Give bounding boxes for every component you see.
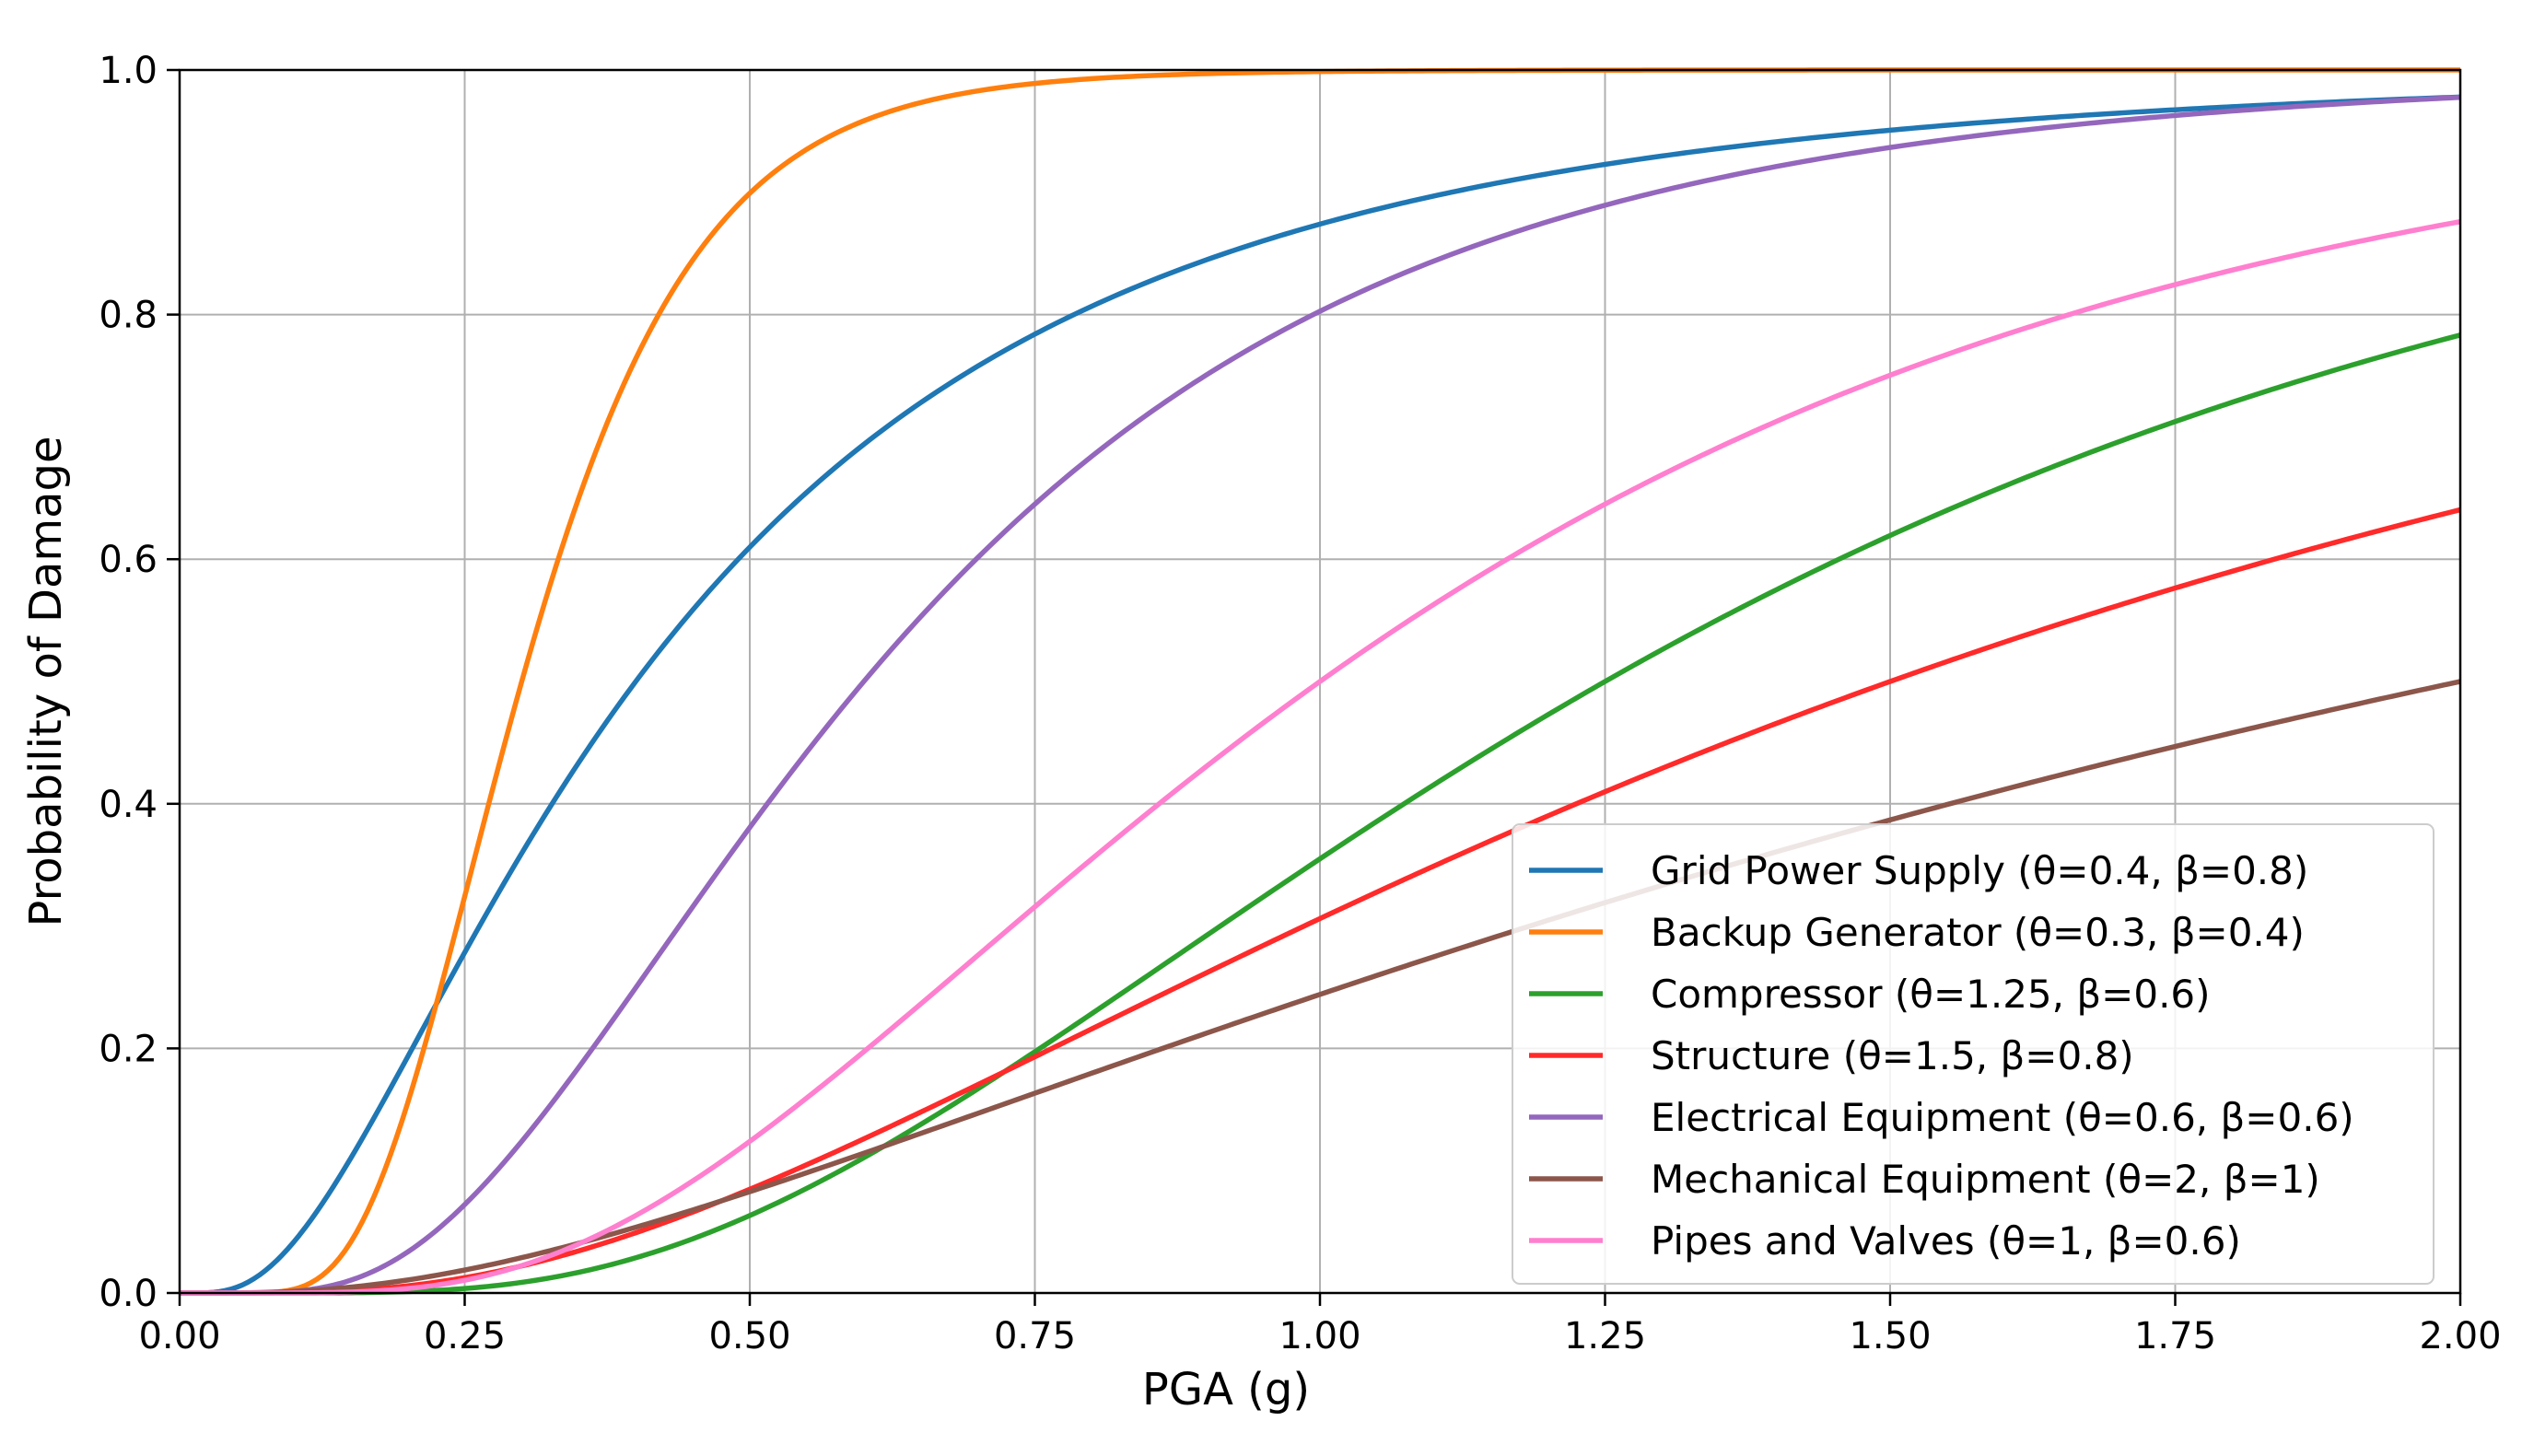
series-line [180, 332, 2461, 1296]
legend-entry-label: Structure (θ=1.5, β=0.8) [1651, 1033, 2134, 1078]
x-tick-label: 0.75 [994, 1315, 1076, 1357]
x-tick-label: 1.00 [1279, 1315, 1360, 1357]
legend-entry-label: Mechanical Equipment (θ=2, β=1) [1651, 1157, 2320, 1202]
axis-ticks: 0.00 0.25 0.50 0.75 1.00 1.25 1.50 1.75 2.00 0.0 0… [99, 50, 2501, 1357]
series-lines [180, 67, 2461, 1296]
y-tick-label: 0.4 [99, 784, 158, 826]
x-tick-label: 2.00 [2419, 1315, 2501, 1357]
x-tick-label: 0.50 [708, 1315, 790, 1357]
x-tick-label: 0.25 [424, 1315, 506, 1357]
y-tick-label: 0.0 [99, 1273, 158, 1315]
series-line [180, 507, 2461, 1296]
legend-entry-label: Electrical Equipment (θ=0.6, β=0.6) [1651, 1095, 2354, 1140]
y-tick-label: 0.8 [99, 295, 158, 337]
legend-box [1512, 823, 2434, 1285]
series-line [180, 679, 2461, 1296]
y-axis-label: Probability of Damage [20, 436, 72, 926]
series-line [180, 94, 2461, 1296]
series-line [180, 218, 2461, 1296]
x-axis-label: PGA (g) [1142, 1364, 1310, 1415]
legend-entry-label: Grid Power Supply (θ=0.4, β=0.8) [1651, 848, 2308, 893]
legend-entry-label: Backup Generator (θ=0.3, β=0.4) [1651, 910, 2305, 955]
y-tick-label: 1.0 [99, 50, 158, 92]
y-tick-label: 0.2 [99, 1028, 158, 1070]
x-tick-label: 1.50 [1849, 1315, 1931, 1357]
y-tick-label: 0.6 [99, 539, 158, 581]
legend-entry-label: Pipes and Valves (θ=1, β=0.6) [1651, 1218, 2241, 1264]
series-line [180, 94, 2461, 1296]
legend: Grid Power Supply (θ=0.4, β=0.8) Backup G… [1512, 823, 2434, 1285]
x-tick-label: 1.75 [2134, 1315, 2216, 1357]
x-tick-label: 0.00 [138, 1315, 220, 1357]
legend-entry-label: Compressor (θ=1.25, β=0.6) [1651, 972, 2211, 1017]
x-tick-label: 1.25 [1564, 1315, 1646, 1357]
